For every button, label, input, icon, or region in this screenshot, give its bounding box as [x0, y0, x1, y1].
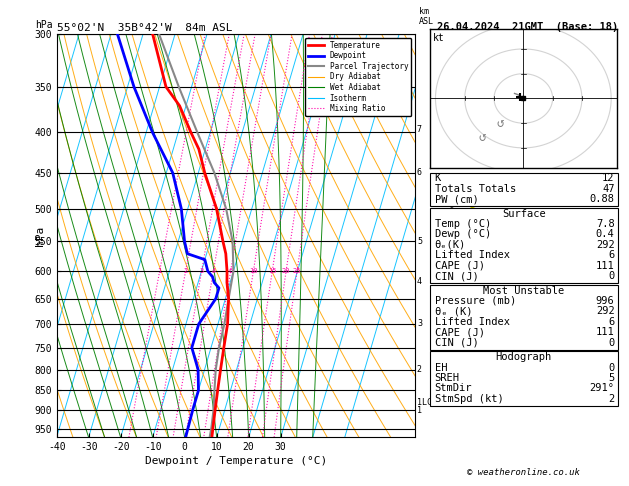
Text: Pressure (mb): Pressure (mb): [435, 296, 516, 306]
Text: 26.04.2024  21GMT  (Base: 18): 26.04.2024 21GMT (Base: 18): [437, 22, 618, 32]
Text: 3: 3: [199, 268, 204, 274]
Text: Dewp (°C): Dewp (°C): [435, 229, 491, 240]
Text: 2: 2: [417, 365, 422, 374]
Text: 2: 2: [184, 268, 187, 274]
Text: 0: 0: [608, 271, 615, 281]
Legend: Temperature, Dewpoint, Parcel Trajectory, Dry Adiabat, Wet Adiabat, Isotherm, Mi: Temperature, Dewpoint, Parcel Trajectory…: [305, 38, 411, 116]
Text: StmDir: StmDir: [435, 383, 472, 394]
Text: 12: 12: [602, 174, 615, 183]
Text: hPa: hPa: [35, 20, 53, 30]
Text: 6: 6: [608, 317, 615, 327]
Text: Surface: Surface: [502, 208, 545, 219]
Text: 4: 4: [417, 277, 422, 286]
Text: 1: 1: [417, 405, 422, 415]
Text: 2: 2: [608, 394, 615, 404]
Text: 20: 20: [282, 268, 291, 274]
Text: 10: 10: [249, 268, 258, 274]
Text: 5: 5: [417, 237, 422, 246]
Text: θₑ (K): θₑ (K): [435, 307, 472, 316]
Text: Mixing Ratio (g/kg): Mixing Ratio (g/kg): [447, 188, 457, 283]
Text: CIN (J): CIN (J): [435, 338, 479, 348]
Text: 6: 6: [608, 250, 615, 260]
Text: CAPE (J): CAPE (J): [435, 328, 484, 337]
Text: Temp (°C): Temp (°C): [435, 219, 491, 229]
Text: 111: 111: [596, 261, 615, 271]
Text: 55°02'N  35B°42'W  84m ASL: 55°02'N 35B°42'W 84m ASL: [57, 23, 232, 33]
Text: Lifted Index: Lifted Index: [435, 317, 509, 327]
Text: © weatheronline.co.uk: © weatheronline.co.uk: [467, 468, 580, 477]
Text: hPa: hPa: [35, 226, 45, 246]
Text: 0: 0: [608, 338, 615, 348]
X-axis label: Dewpoint / Temperature (°C): Dewpoint / Temperature (°C): [145, 456, 327, 467]
Text: 291°: 291°: [589, 383, 615, 394]
Text: 7: 7: [417, 125, 422, 135]
Text: Hodograph: Hodograph: [496, 352, 552, 362]
Text: 4: 4: [211, 268, 216, 274]
Text: 25: 25: [293, 268, 301, 274]
Text: 5: 5: [608, 373, 615, 383]
Text: 7.8: 7.8: [596, 219, 615, 229]
Text: SREH: SREH: [435, 373, 460, 383]
Text: CIN (J): CIN (J): [435, 271, 479, 281]
Text: 0: 0: [608, 363, 615, 373]
Text: Totals Totals: Totals Totals: [435, 184, 516, 194]
Text: CAPE (J): CAPE (J): [435, 261, 484, 271]
Text: kt: kt: [433, 34, 445, 43]
Text: ↺: ↺: [496, 117, 504, 130]
Text: 111: 111: [596, 328, 615, 337]
Text: PW (cm): PW (cm): [435, 194, 479, 204]
Text: 292: 292: [596, 240, 615, 250]
Text: ↺: ↺: [479, 132, 486, 144]
Text: 1: 1: [157, 268, 162, 274]
Text: 1LCL: 1LCL: [417, 398, 437, 407]
Text: 6: 6: [417, 168, 422, 177]
Text: 47: 47: [602, 184, 615, 194]
Text: km
ASL: km ASL: [419, 6, 434, 26]
Text: Lifted Index: Lifted Index: [435, 250, 509, 260]
Text: K: K: [435, 174, 441, 183]
Text: 3: 3: [417, 319, 422, 329]
Text: 292: 292: [596, 307, 615, 316]
Text: 6: 6: [228, 268, 233, 274]
Text: θₑ(K): θₑ(K): [435, 240, 466, 250]
Text: 996: 996: [596, 296, 615, 306]
Text: 0.4: 0.4: [596, 229, 615, 240]
Text: Most Unstable: Most Unstable: [483, 286, 564, 295]
Text: 15: 15: [268, 268, 277, 274]
Text: EH: EH: [435, 363, 447, 373]
Text: StmSpd (kt): StmSpd (kt): [435, 394, 503, 404]
Text: 0.88: 0.88: [589, 194, 615, 204]
